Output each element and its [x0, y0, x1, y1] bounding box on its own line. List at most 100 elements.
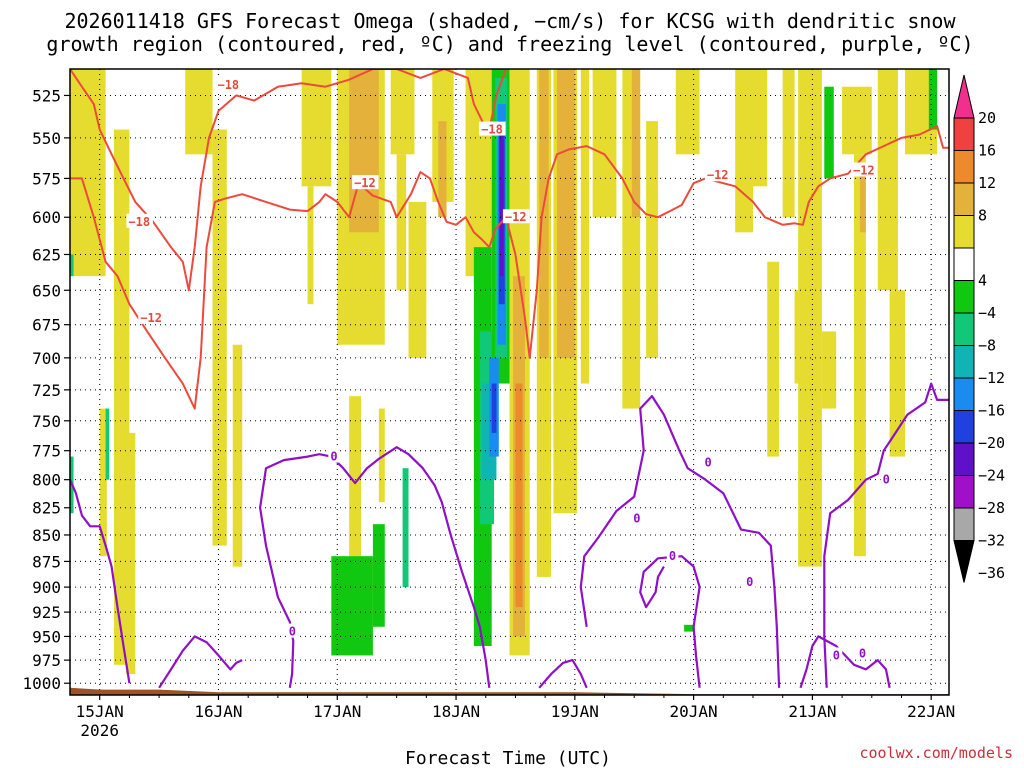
omega-region-29	[631, 69, 641, 218]
freezing-level-contour-7	[823, 382, 949, 688]
ground-terrain	[70, 687, 949, 695]
colorbar-bin-10	[953, 442, 975, 476]
contour-label-16: 0	[859, 647, 866, 661]
omega-region-31	[675, 69, 700, 155]
colorbar-bin-11	[953, 475, 975, 509]
colorbar-bin-2	[953, 182, 975, 216]
colorbar-tick-12: −32	[978, 532, 1005, 550]
omega-region-10	[349, 69, 379, 233]
contour-label-bg-4	[479, 121, 506, 136]
colorbar-tick-7: −12	[978, 369, 1005, 387]
plot-area: −18 −18 −12 −12 −18 −12 −12 −12 0 0 0 0 0 0 0 0 0 525 550…	[22, 68, 955, 740]
y-tick-label-650: 650	[32, 281, 61, 300]
omega-region-11	[390, 69, 415, 155]
contour-label-9: 0	[289, 625, 296, 639]
omega-shading	[70, 69, 938, 675]
y-tick-label-700: 700	[32, 349, 61, 368]
colorbar-bin-12	[953, 507, 975, 541]
contour-label-bg-3	[352, 175, 379, 190]
omega-region-18	[465, 69, 492, 277]
contour-labels: −18 −18 −12 −12 −18 −12 −12 −12 0 0 0 0 0 0 0 0 0	[126, 76, 893, 662]
omega-region-23	[539, 69, 549, 358]
snow-growth-contour-0	[70, 125, 949, 410]
y-tick-label-625: 625	[32, 245, 61, 264]
omega-region-50	[331, 556, 373, 656]
omega-region-7	[301, 69, 332, 187]
colorbar-bin-7	[953, 345, 975, 379]
contour-label-bg-13	[744, 574, 756, 589]
colorbar-bin-4	[953, 247, 975, 281]
y-tick-label-925: 925	[32, 603, 61, 622]
freezing-level-contour-4	[579, 395, 781, 688]
colorbar-bin-5	[953, 280, 975, 314]
colorbar-bin-9	[953, 410, 975, 444]
y-tick-label-675: 675	[32, 316, 61, 335]
contour-label-bg-6	[704, 167, 732, 182]
omega-region-42	[877, 69, 898, 291]
omega-region-38	[821, 331, 837, 409]
omega-region-5	[212, 129, 227, 546]
y-tick-label-525: 525	[32, 86, 61, 105]
colorbar-bin-3	[953, 215, 975, 249]
y-tick-label-575: 575	[32, 169, 61, 188]
colorbar-tick-5: −4	[978, 304, 996, 322]
freezing-level-contour-1	[158, 635, 243, 689]
x-tick-sublabel-0: 2026	[80, 721, 119, 740]
omega-region-25	[557, 69, 575, 358]
omega-region-17	[438, 121, 447, 218]
x-tick-label-7: 22JAN	[907, 702, 955, 721]
plot-frame	[69, 68, 950, 696]
omega-region-12	[396, 154, 407, 291]
contour-label-4: −18	[481, 123, 503, 137]
omega-region-63	[491, 383, 497, 433]
contour-label-1: −18	[128, 215, 150, 229]
omega-region-39	[842, 86, 872, 155]
contour-label-bg-14	[880, 471, 893, 486]
contour-label-3: −12	[354, 176, 376, 190]
omega-region-53	[684, 624, 694, 632]
contour-label-bg-2	[138, 309, 165, 324]
x-tick-label-2: 17JAN	[313, 702, 361, 721]
contour-label-13: 0	[746, 575, 753, 589]
omega-region-33	[753, 69, 768, 187]
y-tick-label-1000: 1000	[22, 674, 61, 693]
omega-region-52	[402, 468, 409, 588]
contour-label-bg-5	[502, 209, 530, 224]
x-tick-label-4: 19JAN	[551, 702, 599, 721]
contour-label-2: −12	[140, 311, 162, 325]
omega-region-26	[580, 69, 590, 384]
contour-label-15: 0	[833, 648, 840, 662]
contour-label-bg-9	[286, 623, 299, 638]
contour-label-7: −12	[853, 163, 875, 177]
colorbar-tick-2: 12	[978, 174, 996, 192]
snow-growth-contour-1	[70, 69, 507, 292]
contour-label-bg-16	[856, 645, 869, 660]
omega-region-48	[105, 408, 110, 480]
contours	[70, 69, 949, 689]
x-tick-label-0: 15JAN	[76, 702, 124, 721]
omega-region-43	[889, 290, 906, 457]
colorbar-tick-1: 16	[978, 142, 996, 160]
omega-region-15	[378, 408, 385, 503]
omega-region-61	[499, 129, 504, 277]
colorbar-top-arrow	[953, 74, 975, 119]
contour-label-bg-10	[702, 454, 714, 469]
colorbar-tick-9: −20	[978, 434, 1005, 452]
contour-label-12: 0	[669, 549, 676, 563]
omega-region-14	[349, 396, 362, 588]
omega-region-8	[307, 186, 314, 305]
y-axis-ticks: 525 550 575 600 625 650 675 700 725 750 775 800 825 8…	[22, 86, 70, 693]
y-tick-label-600: 600	[32, 208, 61, 227]
omega-region-1	[113, 129, 130, 665]
colorbar-tick-13: −36	[978, 564, 1005, 582]
chart-title-line2: growth region (contoured, red, ºC) and f…	[46, 32, 973, 56]
y-tick-label-850: 850	[32, 526, 61, 545]
x-tick-label-1: 16JAN	[194, 702, 242, 721]
y-tick-label-550: 550	[32, 129, 61, 148]
colorbar-bin-6	[953, 312, 975, 346]
colorbar-tick-4: 4	[978, 272, 987, 290]
omega-region-46	[928, 69, 938, 130]
contour-label-11: 0	[633, 512, 640, 526]
